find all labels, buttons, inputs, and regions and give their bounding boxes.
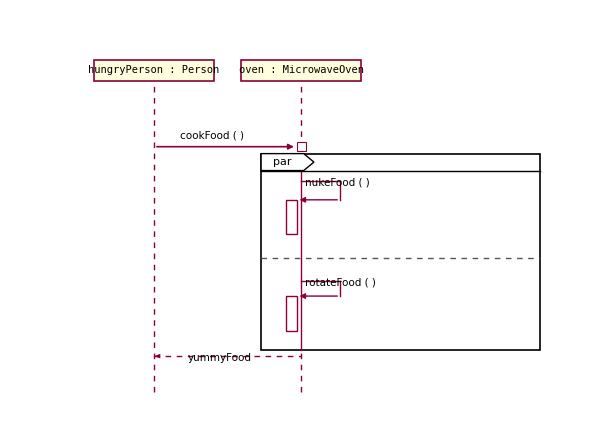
Polygon shape (261, 153, 314, 170)
Text: oven : MicrowaveOven: oven : MicrowaveOven (239, 66, 364, 75)
Bar (297, 142, 306, 151)
Text: par: par (273, 157, 292, 167)
Text: nukeFood ( ): nukeFood ( ) (305, 178, 370, 187)
Bar (286, 200, 297, 235)
FancyArrow shape (154, 354, 161, 359)
Bar (286, 296, 297, 331)
Text: hungryPerson : Person: hungryPerson : Person (88, 66, 219, 75)
Text: yummyFood: yummyFood (188, 353, 252, 363)
Text: cookFood ( ): cookFood ( ) (180, 131, 244, 140)
Text: rotateFood ( ): rotateFood ( ) (305, 277, 376, 288)
Bar (94, 60, 214, 81)
Bar (242, 60, 362, 81)
Bar (261, 153, 540, 350)
